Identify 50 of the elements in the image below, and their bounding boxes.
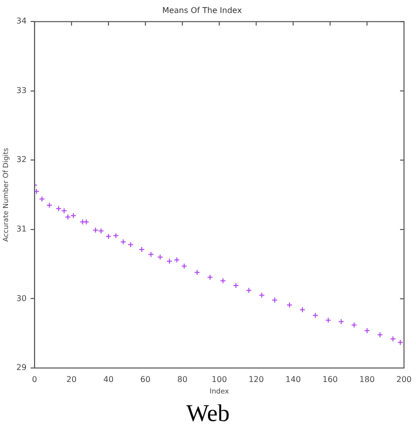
point [128,242,134,248]
point [120,238,126,245]
point [325,317,332,324]
point [61,208,68,214]
y-tick-label: 33 [16,86,27,95]
point [92,227,99,234]
point [272,297,278,304]
point [46,202,52,208]
y-tick-label: 29 [16,363,27,372]
y-tick-label: 32 [16,155,27,164]
point [207,274,214,280]
point [220,278,226,284]
point [299,306,306,313]
point [338,318,344,325]
point [174,256,180,263]
point [364,328,370,334]
x-tick-label: 80 [177,374,188,384]
point [166,258,172,264]
x-tick-label: 160 [322,374,338,384]
x-tick-label: 200 [396,374,412,384]
point [397,339,404,346]
x-tick-label: 140 [286,374,301,384]
point [34,188,40,194]
y-tick-label: 31 [16,224,27,234]
point [70,212,76,219]
point [105,233,112,240]
point [148,251,154,258]
point [181,263,188,270]
x-tick-label: 20 [66,374,77,384]
x-tick-label: 40 [103,374,114,384]
x-tick-label: 180 [359,374,375,384]
chart-title: Means Of The Index [162,6,242,15]
text: Web [185,400,231,429]
point [246,287,252,294]
point [194,269,200,276]
point [157,254,164,260]
point [258,292,265,298]
point [112,232,119,239]
y-tick-label: 34 [16,16,27,26]
y-tick-label: 30 [16,294,27,303]
point [312,312,318,318]
x-tick-label: 100 [212,374,227,384]
point [98,228,104,234]
point [56,206,62,212]
x-tick-label: 120 [248,374,264,384]
point [83,218,90,225]
point [390,336,396,342]
point [80,218,86,225]
x-tick-label: 0 [32,374,38,384]
x-tick-label: 60 [140,374,150,384]
